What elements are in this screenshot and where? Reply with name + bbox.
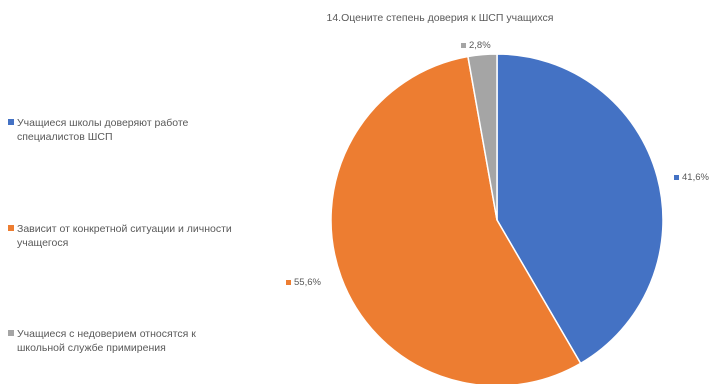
data-label-marker-trust (674, 175, 679, 180)
legend-label-trust: Учащиеся школы доверяют работе специалис… (17, 117, 189, 143)
legend-item-trust: Учащиеся школы доверяют работе специалис… (8, 116, 238, 144)
legend-label-depends: Зависит от конкретной ситуации и личност… (17, 223, 232, 249)
legend-item-distrust: Учащиеся с недоверием относятся к школьн… (8, 327, 238, 355)
pie-slice-depends (330, 55, 582, 384)
data-label-depends: 55,6% (294, 277, 321, 288)
legend-label-distrust: Учащиеся с недоверием относятся к школьн… (17, 328, 196, 354)
data-label-distrust: 2,8% (469, 40, 491, 51)
data-label-trust: 41,6% (682, 172, 709, 183)
legend-item-depends: Зависит от конкретной ситуации и личност… (8, 222, 238, 250)
legend-swatch-trust (8, 119, 14, 125)
chart-title: 14.Оцените степень доверия к ШСП учащихс… (326, 12, 554, 24)
data-label-marker-depends (286, 280, 291, 285)
data-label-marker-distrust (461, 43, 466, 48)
pie-slice-trust (496, 53, 664, 365)
pie-slice-distrust (467, 53, 498, 221)
legend-swatch-distrust (8, 330, 14, 336)
legend-swatch-depends (8, 225, 14, 231)
